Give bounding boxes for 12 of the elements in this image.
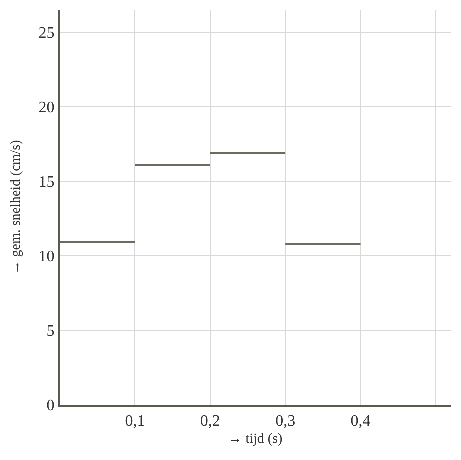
y-tick-label: 25 (38, 24, 55, 42)
y-tick-label: 5 (46, 323, 55, 340)
y-tick-label: 0 (46, 398, 55, 415)
x-tick-label: 0,1 (125, 413, 146, 430)
y-axis-title: → gem. snelheid (cm/s) (8, 140, 24, 275)
x-axis-title: → tijd (s) (228, 432, 284, 447)
y-tick-label: 15 (38, 174, 55, 192)
y-tick-label: 20 (38, 99, 55, 116)
x-tick-label: 0,4 (350, 413, 371, 430)
x-tick-label: 0,2 (200, 413, 220, 430)
y-tick-label: 10 (38, 248, 55, 266)
x-tick-label: 0,3 (276, 413, 296, 430)
